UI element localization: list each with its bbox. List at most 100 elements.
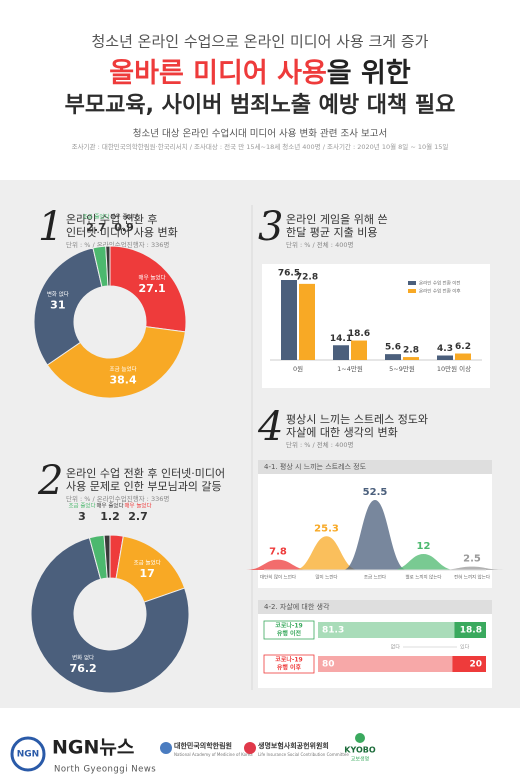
x-tick-label: 0원 bbox=[293, 364, 303, 373]
sponsor-en: National Academy of Medicine of Korea bbox=[174, 752, 253, 757]
legend-label: 온라인 수업 전환 이전 bbox=[419, 280, 461, 287]
section-unit: 단위 : % / 온라인수업진행자 : 336명 bbox=[66, 494, 169, 503]
panel-title: 4-1. 평상 시 느끼는 스트레스 정도 bbox=[264, 462, 367, 471]
headline: 올바른 미디어 사용을 위한 bbox=[109, 58, 411, 89]
segment-value: 2.7 bbox=[86, 221, 106, 234]
donut-segment bbox=[109, 245, 187, 333]
value-label: 14.1 bbox=[330, 334, 352, 344]
donut-segment bbox=[103, 534, 111, 579]
section-number: 2 bbox=[37, 458, 63, 504]
segment-value: 0.9 bbox=[114, 221, 134, 234]
x-tick-label: 10만원 이상 bbox=[437, 364, 471, 373]
stacked-bar bbox=[454, 622, 486, 638]
segment-value: 27.1 bbox=[139, 282, 166, 295]
segment-value: 1.2 bbox=[100, 510, 120, 523]
stress-bump bbox=[343, 500, 407, 570]
row-label-box bbox=[263, 620, 315, 640]
bar bbox=[299, 283, 315, 360]
stacked-bar bbox=[318, 622, 455, 638]
section-title: 인터넷·미디어 사용 변화 bbox=[66, 226, 178, 239]
sponsor-en: Life Insurance Social Contribution Commi… bbox=[258, 752, 349, 757]
x-tick-label: 1~4만원 bbox=[337, 364, 363, 373]
sponsor-name: KYOBO bbox=[344, 746, 376, 755]
row-label: 유행 이후 bbox=[277, 664, 302, 672]
panel-title-bar bbox=[258, 600, 492, 614]
stress-bump bbox=[294, 536, 359, 570]
donut-segment bbox=[105, 245, 111, 287]
category-label: 대단히 많이 느낀다 bbox=[260, 574, 297, 581]
row-label-box bbox=[263, 654, 315, 674]
value-label: 6.2 bbox=[455, 342, 471, 352]
sponsor-name: 대한민국의학한림원 bbox=[174, 741, 232, 750]
category-label: 많이 느낀다 bbox=[315, 574, 338, 581]
x-tick-label: 5~9만원 bbox=[389, 364, 415, 373]
section-unit: 단위 : % / 전체 : 400명 bbox=[286, 440, 353, 449]
headline-red: 올바른 미디어 사용 bbox=[109, 58, 327, 89]
value-label: 18.6 bbox=[348, 329, 370, 339]
stacked-bar bbox=[318, 656, 453, 672]
stress-bump bbox=[246, 559, 310, 570]
row-label: 유행 이전 bbox=[277, 630, 302, 638]
section-title: 한달 평균 지출 비용 bbox=[286, 226, 377, 239]
category-label: 조금 느낀다 bbox=[364, 574, 387, 581]
segment-label: 조금 줄었다 bbox=[68, 502, 95, 510]
value-label: 76.5 bbox=[278, 269, 300, 279]
segment-value: 31 bbox=[50, 299, 65, 312]
bar bbox=[351, 340, 367, 360]
segment-label: 매우 늘었다 bbox=[139, 274, 166, 282]
report-title: 청소년 대상 온라인 수업시대 미디어 사용 변화 관련 조사 보고서 bbox=[133, 128, 387, 140]
ngn-logo-ring bbox=[10, 736, 46, 772]
stacked-bar bbox=[452, 656, 486, 672]
brand-en: North Gyeonggi News bbox=[54, 765, 156, 775]
sponsor-icon bbox=[160, 742, 172, 754]
sponsor-icon bbox=[355, 733, 365, 743]
section-title: 사용 문제로 인한 부모님과의 갈등 bbox=[66, 479, 222, 493]
segment-value: 38.4 bbox=[109, 373, 136, 386]
value-label: 7.8 bbox=[269, 547, 287, 558]
value-label: 72.8 bbox=[296, 272, 318, 282]
section-unit: 단위 : % / 온라인수업진행자 : 336명 bbox=[66, 240, 169, 249]
legend-swatch bbox=[408, 281, 416, 285]
value-label: 80 bbox=[322, 660, 335, 670]
segment-value: 76.2 bbox=[70, 662, 97, 675]
value-label: 2.8 bbox=[403, 346, 419, 356]
section-number: 4 bbox=[257, 404, 283, 450]
legend-label: 있다 bbox=[460, 644, 470, 651]
value-label: 12 bbox=[417, 541, 431, 552]
segment-label: 매우 줄었다 bbox=[110, 213, 137, 221]
panel-title: 4-2. 자살에 대한 생각 bbox=[264, 602, 330, 611]
stress-bump bbox=[440, 566, 504, 570]
value-label: 20 bbox=[469, 660, 482, 670]
ngn-logo: NGN bbox=[17, 750, 39, 760]
bar bbox=[455, 353, 471, 360]
stress-bump bbox=[391, 554, 456, 570]
bar bbox=[403, 357, 419, 360]
segment-value: 17 bbox=[140, 567, 155, 580]
donut-segment bbox=[46, 326, 186, 399]
bar bbox=[385, 354, 401, 360]
value-label: 5.6 bbox=[385, 343, 401, 353]
value-label: 81.3 bbox=[322, 626, 344, 636]
value-label: 25.3 bbox=[314, 523, 339, 534]
section-title: 온라인 수업 전환 후 bbox=[66, 213, 157, 226]
segment-label: 매우 줄었다 bbox=[96, 502, 123, 510]
segment-label: 조금 늘었다 bbox=[134, 559, 161, 567]
bar bbox=[333, 345, 349, 360]
category-label: 별로 느끼지 않는다 bbox=[406, 574, 443, 581]
sponsor-icon bbox=[244, 742, 256, 754]
segment-label: 변화 없다 bbox=[72, 653, 94, 661]
brand: NGN뉴스 bbox=[52, 737, 134, 759]
headline-rest: 을 위한 bbox=[327, 58, 411, 89]
segment-label: 조금 줄었다 bbox=[82, 213, 109, 221]
value-label: 18.8 bbox=[460, 626, 482, 636]
sponsor-name: 생명보험사회공헌위원회 bbox=[258, 741, 329, 750]
section-title: 평상시 느끼는 스트레스 정도와 bbox=[286, 413, 428, 426]
donut-segment bbox=[30, 537, 190, 694]
segment-value: 2.7 bbox=[128, 510, 148, 523]
kicker: 청소년 온라인 수업으로 온라인 미디어 사용 크게 증가 bbox=[92, 33, 429, 51]
value-label: 52.5 bbox=[363, 487, 388, 498]
legend-label: 없다 bbox=[391, 644, 401, 651]
